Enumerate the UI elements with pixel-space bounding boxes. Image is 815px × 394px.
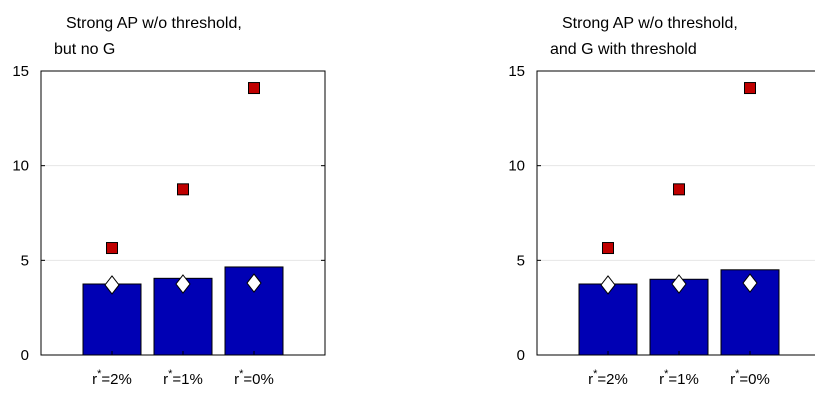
- y-tick-label: 10: [12, 158, 29, 175]
- chart-svg: 0 5 10 15 r*=2% r*=1% r*=0%: [508, 63, 815, 388]
- diamond-marker: [742, 273, 758, 293]
- chart-title-line2: and G with threshold: [550, 41, 697, 58]
- chart-title-line1: Strong AP w/o threshold,: [562, 15, 738, 32]
- x-tick-label: r*=1%: [659, 368, 699, 388]
- chart-panel-right: Strong AP w/o threshold, and G with thre…: [496, 0, 815, 394]
- chart-svg: 0 5 10 15 r*=2% r*=1% r*=0%: [12, 63, 326, 388]
- y-tick-label: 0: [21, 347, 29, 364]
- y-tick-label: 5: [517, 252, 525, 269]
- square-marker: [602, 242, 614, 255]
- y-tick-label: 0: [517, 347, 525, 364]
- diamond-marker: [175, 274, 191, 294]
- x-tick-label: r*=2%: [588, 368, 628, 388]
- bar: [82, 283, 142, 356]
- diamond-marker: [671, 274, 687, 294]
- x-tick-label: r*=2%: [92, 368, 132, 388]
- chart-title-line2: but no G: [54, 41, 116, 58]
- diamond-marker: [104, 275, 120, 295]
- square-marker: [744, 82, 756, 95]
- diamond-marker: [246, 273, 262, 293]
- y-tick-label: 5: [21, 252, 29, 269]
- x-tick-label: r*=1%: [163, 368, 203, 388]
- chart-title-line1: Strong AP w/o threshold,: [66, 15, 242, 32]
- x-tick-label: r*=0%: [234, 368, 274, 388]
- x-tick-label: r*=0%: [730, 368, 770, 388]
- diamond-marker: [600, 275, 616, 295]
- chart-panel-left: Strong AP w/o threshold, but no G 0 5 10 15…: [0, 0, 407, 394]
- y-tick-label: 15: [12, 63, 29, 80]
- square-marker: [106, 242, 118, 255]
- square-marker: [673, 183, 685, 196]
- y-tick-label: 10: [508, 158, 525, 175]
- square-marker: [248, 82, 260, 95]
- bar: [578, 283, 638, 356]
- square-marker: [177, 183, 189, 196]
- y-tick-label: 15: [508, 63, 525, 80]
